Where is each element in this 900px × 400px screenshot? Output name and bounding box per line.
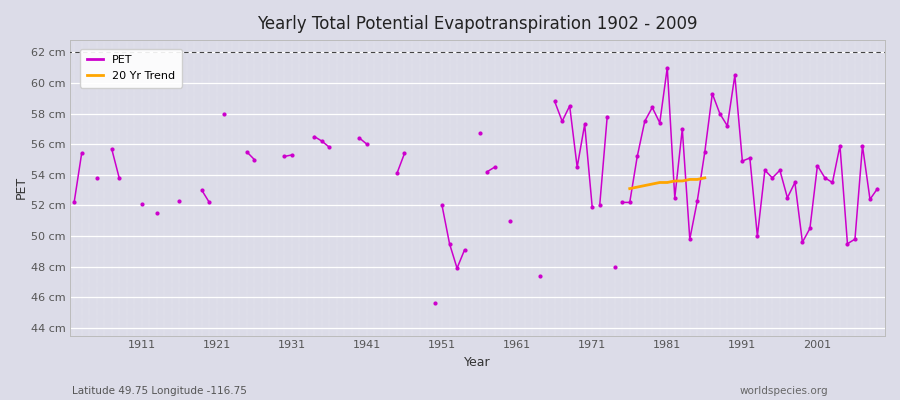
Y-axis label: PET: PET	[15, 176, 28, 200]
Text: worldspecies.org: worldspecies.org	[740, 386, 828, 396]
X-axis label: Year: Year	[464, 356, 491, 369]
Legend: PET, 20 Yr Trend: PET, 20 Yr Trend	[80, 49, 182, 88]
Title: Yearly Total Potential Evapotranspiration 1902 - 2009: Yearly Total Potential Evapotranspiratio…	[257, 15, 698, 33]
Text: Latitude 49.75 Longitude -116.75: Latitude 49.75 Longitude -116.75	[72, 386, 247, 396]
